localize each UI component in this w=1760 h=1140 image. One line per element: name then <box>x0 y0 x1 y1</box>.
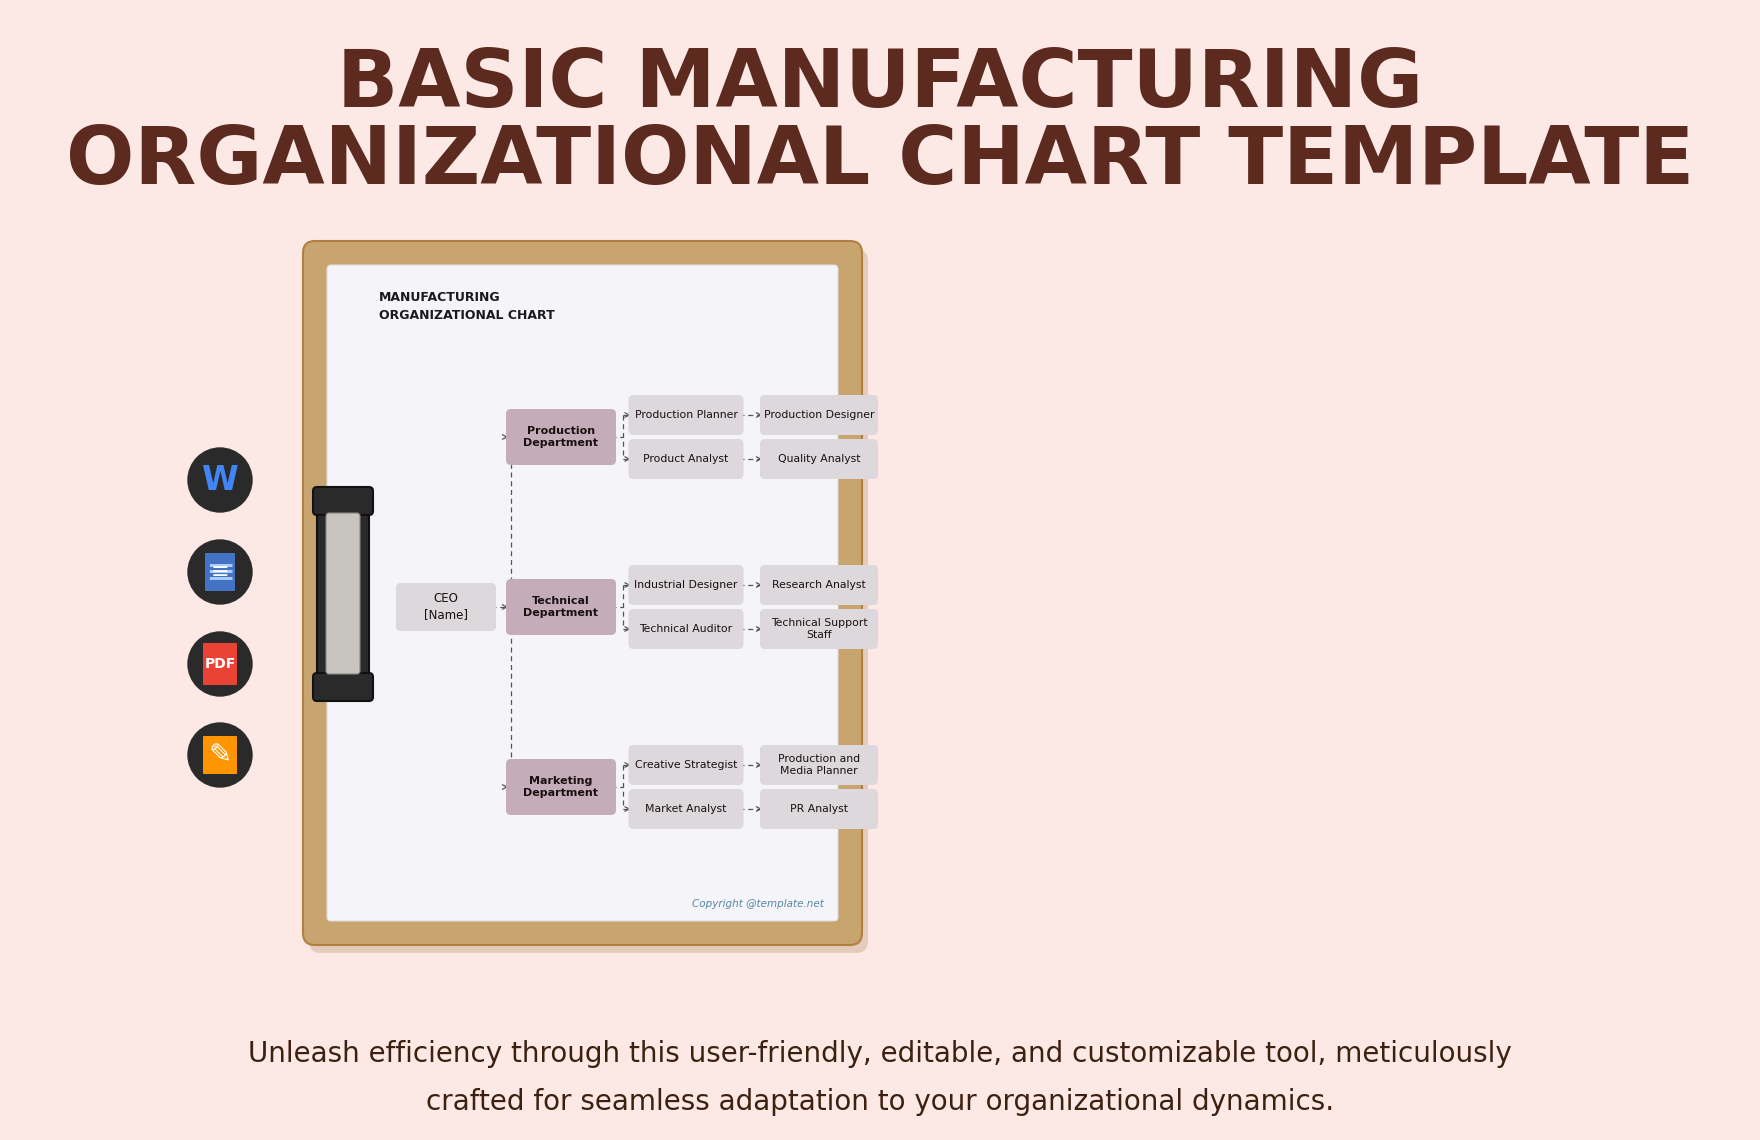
FancyBboxPatch shape <box>628 609 743 649</box>
Text: Product Analyst: Product Analyst <box>644 454 729 464</box>
Text: Production
Department: Production Department <box>523 426 598 448</box>
Text: Production Planner: Production Planner <box>635 410 737 420</box>
FancyBboxPatch shape <box>303 241 862 945</box>
Text: Market Analyst: Market Analyst <box>646 804 727 814</box>
Text: Production Designer: Production Designer <box>764 410 875 420</box>
Text: ≡: ≡ <box>204 555 236 589</box>
FancyBboxPatch shape <box>317 499 370 687</box>
Text: Industrial Designer: Industrial Designer <box>634 580 737 591</box>
FancyBboxPatch shape <box>327 264 838 921</box>
Text: PR Analyst: PR Analyst <box>790 804 848 814</box>
Circle shape <box>188 632 252 697</box>
Circle shape <box>188 540 252 604</box>
Text: CEO
[Name]: CEO [Name] <box>424 593 468 621</box>
Text: Creative Strategist: Creative Strategist <box>635 760 737 770</box>
FancyBboxPatch shape <box>507 409 616 465</box>
FancyBboxPatch shape <box>760 746 878 785</box>
FancyBboxPatch shape <box>628 746 743 785</box>
Text: Copyright @template.net: Copyright @template.net <box>692 899 824 909</box>
FancyBboxPatch shape <box>628 394 743 435</box>
FancyBboxPatch shape <box>628 439 743 479</box>
Circle shape <box>188 723 252 787</box>
Text: Technical
Department: Technical Department <box>523 596 598 618</box>
Text: MANUFACTURING
ORGANIZATIONAL CHART: MANUFACTURING ORGANIZATIONAL CHART <box>378 291 554 321</box>
Text: W: W <box>202 464 238 497</box>
FancyBboxPatch shape <box>760 394 878 435</box>
FancyBboxPatch shape <box>628 565 743 605</box>
FancyBboxPatch shape <box>202 643 238 685</box>
FancyBboxPatch shape <box>507 759 616 815</box>
FancyBboxPatch shape <box>202 736 238 774</box>
Text: PDF: PDF <box>204 657 236 671</box>
FancyBboxPatch shape <box>326 513 361 674</box>
FancyBboxPatch shape <box>760 789 878 829</box>
Text: Unleash efficiency through this user-friendly, editable, and customizable tool, : Unleash efficiency through this user-fri… <box>248 1040 1512 1116</box>
FancyBboxPatch shape <box>760 609 878 649</box>
FancyBboxPatch shape <box>760 565 878 605</box>
FancyBboxPatch shape <box>396 583 496 632</box>
Text: Research Analyst: Research Analyst <box>773 580 866 591</box>
FancyBboxPatch shape <box>628 789 743 829</box>
FancyBboxPatch shape <box>760 439 878 479</box>
Text: ORGANIZATIONAL CHART TEMPLATE: ORGANIZATIONAL CHART TEMPLATE <box>65 123 1695 201</box>
FancyBboxPatch shape <box>204 553 236 591</box>
FancyBboxPatch shape <box>313 487 373 515</box>
Text: Technical Support
Staff: Technical Support Staff <box>771 618 868 641</box>
Circle shape <box>188 448 252 512</box>
FancyBboxPatch shape <box>507 579 616 635</box>
Text: BASIC MANUFACTURING: BASIC MANUFACTURING <box>336 46 1424 124</box>
Text: Marketing
Department: Marketing Department <box>523 776 598 798</box>
Text: ✎: ✎ <box>208 741 232 770</box>
FancyBboxPatch shape <box>310 249 868 953</box>
Text: Technical Auditor: Technical Auditor <box>639 624 732 634</box>
Text: ≡: ≡ <box>211 562 229 583</box>
FancyBboxPatch shape <box>313 673 373 701</box>
Text: Production and
Media Planner: Production and Media Planner <box>778 754 861 776</box>
Text: Quality Analyst: Quality Analyst <box>778 454 861 464</box>
